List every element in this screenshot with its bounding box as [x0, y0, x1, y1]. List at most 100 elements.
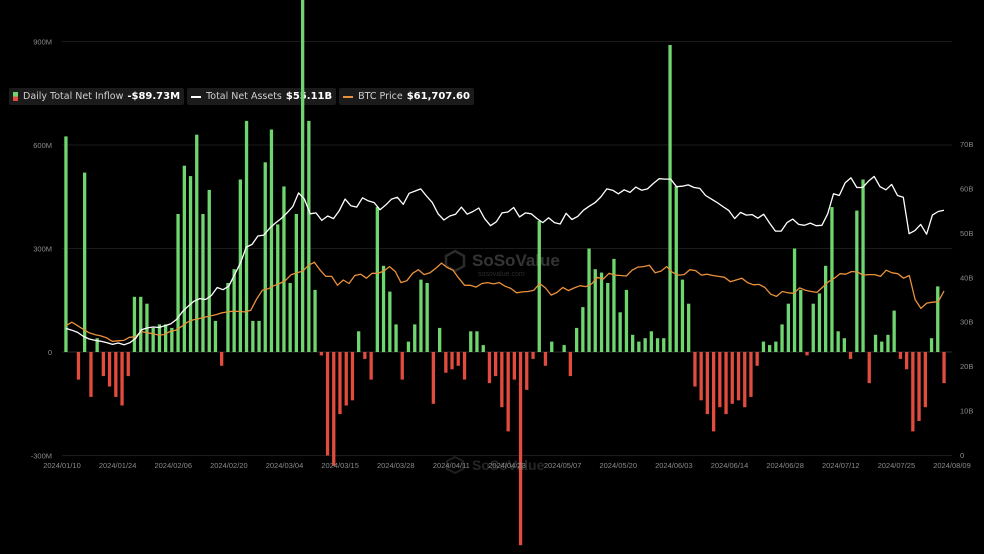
- inflow-bar: [413, 324, 417, 352]
- inflow-bar: [786, 303, 790, 352]
- inflow-bar: [649, 331, 653, 352]
- y-right-tick-label: 40B: [960, 273, 973, 282]
- inflow-bar: [176, 214, 180, 352]
- inflow-bar: [699, 352, 703, 401]
- inflow-bar: [867, 352, 871, 384]
- inflow-bar: [107, 352, 112, 387]
- legend-inflow-value: -$89.73M: [127, 91, 181, 102]
- inflow-bar: [301, 0, 305, 352]
- inflow-bar: [456, 352, 460, 366]
- legend-btc[interactable]: BTC Price $61,707.60: [339, 88, 474, 105]
- inflow-bar: [655, 338, 660, 352]
- watermark-brand: SoSoValue: [472, 251, 560, 270]
- legend-assets-label: Total Net Assets: [206, 91, 282, 102]
- inflow-bar: [612, 258, 616, 352]
- inflow-bar: [774, 341, 778, 352]
- inflow-bar: [911, 352, 915, 432]
- inflow-bar: [861, 179, 865, 352]
- inflow-bar: [188, 176, 193, 352]
- inflow-bar: [662, 338, 666, 352]
- inflow-swatch-icon: [13, 92, 18, 101]
- inflow-bar: [151, 327, 155, 352]
- inflow-bar: [394, 324, 398, 352]
- inflow-bar: [568, 352, 572, 377]
- inflow-bar: [730, 352, 734, 404]
- inflow-bar: [624, 289, 629, 352]
- inflow-bar: [531, 352, 535, 359]
- inflow-bar: [120, 352, 124, 406]
- assets-swatch-icon: [191, 95, 202, 98]
- inflow-bar: [942, 352, 946, 384]
- inflow-bar: [481, 345, 485, 352]
- inflow-bar: [905, 352, 909, 370]
- inflow-bar: [438, 327, 442, 352]
- inflow-bar: [114, 352, 118, 397]
- inflow-bar: [929, 338, 934, 352]
- inflow-bar: [406, 341, 411, 352]
- inflow-bar: [101, 352, 105, 377]
- x-axis: 2024/01/10 2024/01/24 2024/02/06 2024/02/20…: [43, 461, 971, 470]
- inflow-bar: [575, 327, 579, 352]
- total-net-assets-line: [65, 175, 945, 346]
- y-right-tick-label: 10B: [960, 407, 973, 416]
- inflow-bar: [718, 352, 722, 408]
- inflow-bar: [419, 279, 423, 352]
- x-tick-label: 2024/02/06: [154, 461, 192, 470]
- inflow-bar: [201, 214, 205, 352]
- x-tick-label: 2024/07/25: [878, 461, 916, 470]
- inflow-bar: [581, 307, 585, 352]
- inflow-bar: [425, 283, 429, 352]
- inflow-bar: [388, 291, 392, 352]
- inflow-bar: [898, 352, 903, 359]
- inflow-bar: [886, 334, 890, 353]
- y-axis-left: 1.2B900M600M300M0-300M-600M: [31, 38, 52, 461]
- inflow-bar: [680, 279, 685, 352]
- x-tick-label: 2024/06/14: [711, 461, 749, 470]
- inflow-bar: [923, 352, 927, 408]
- inflow-bar: [817, 293, 822, 352]
- y-axis-right: 70B 60B 50B 40B 30B 20B 10B 0: [960, 140, 973, 460]
- y-left-tick-label: 600M: [33, 141, 52, 150]
- inflow-bar: [251, 320, 255, 352]
- inflow-bar: [792, 248, 797, 352]
- legend-assets[interactable]: Total Net Assets $55.11B: [187, 88, 337, 105]
- sosovalue-logo-icon: [446, 455, 464, 475]
- inflow-bar: [350, 352, 355, 401]
- inflow-bar: [269, 129, 274, 352]
- inflow-bar: [550, 341, 554, 352]
- inflow-bar: [593, 269, 597, 352]
- inflow-bar: [475, 331, 479, 352]
- btc-price-line: [65, 261, 945, 342]
- inflow-bar: [164, 324, 168, 352]
- y-left-tick-label: -300M: [31, 452, 52, 461]
- y-left-tick-label: 900M: [33, 38, 52, 47]
- inflow-bar: [761, 341, 766, 352]
- inflow-bar: [238, 179, 242, 352]
- inflow-bar: [313, 289, 317, 352]
- inflow-bar: [469, 331, 473, 352]
- inflow-bar: [288, 283, 292, 352]
- legend-btc-value: $61,707.60: [406, 91, 470, 102]
- inflow-bar: [668, 45, 672, 352]
- inflow-bar: [450, 352, 454, 370]
- inflow-bar: [139, 296, 143, 352]
- inflow-bar: [518, 352, 523, 546]
- x-tick-label: 2024/01/10: [43, 461, 81, 470]
- x-tick-label: 2024/03/04: [266, 461, 304, 470]
- legend-inflow-label: Daily Total Net Inflow: [23, 91, 124, 102]
- y-right-tick-label: 20B: [960, 362, 973, 371]
- y-right-tick-label: 50B: [960, 229, 973, 238]
- inflow-bar: [917, 352, 921, 421]
- legend-btc-label: BTC Price: [358, 91, 403, 102]
- inflow-bar: [76, 352, 81, 380]
- inflow-bar: [606, 283, 610, 352]
- inflow-bar: [307, 120, 311, 353]
- inflow-bar: [587, 248, 591, 352]
- inflow-bar: [512, 352, 516, 380]
- x-tick-label: 2024/07/12: [822, 461, 860, 470]
- inflow-bar: [195, 134, 199, 352]
- legend-inflow[interactable]: Daily Total Net Inflow -$89.73M: [9, 88, 185, 105]
- inflow-bar: [743, 352, 747, 408]
- inflow-bar: [462, 352, 467, 380]
